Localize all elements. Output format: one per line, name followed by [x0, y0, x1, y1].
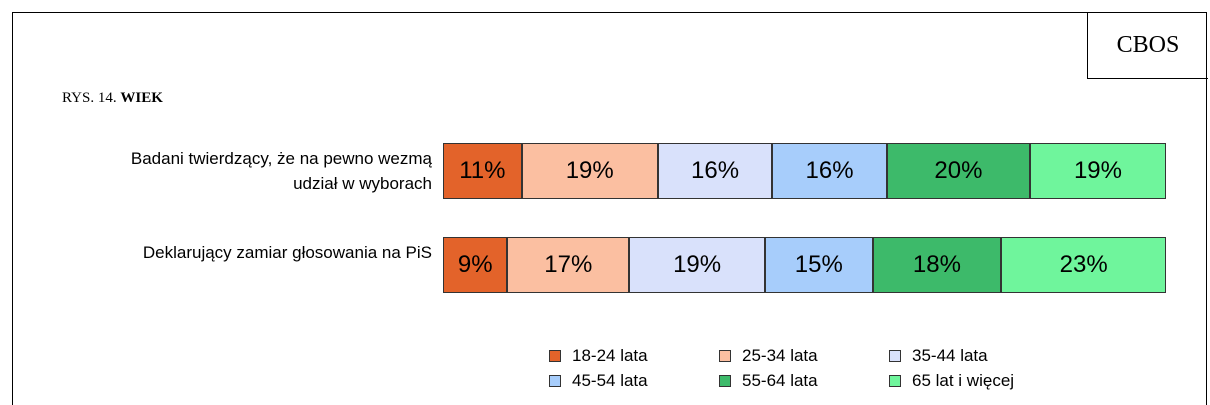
value-label: 19%	[1073, 157, 1123, 184]
value-label: 20%	[934, 157, 983, 184]
legend-label: 18-24 lata	[572, 346, 648, 365]
bar-segment	[521, 143, 658, 199]
chart-title: WIEK	[120, 90, 163, 106]
value-label: 16%	[690, 157, 740, 184]
legend-swatch	[889, 350, 901, 362]
value-label: 19%	[565, 157, 614, 184]
legend-label: 35-44 lata	[912, 346, 988, 365]
bar-segment	[886, 143, 1030, 199]
bar-segment	[443, 237, 508, 293]
legend-swatch	[549, 350, 561, 362]
figure-title: RYS. 14. WIEK	[62, 90, 163, 107]
figure-number: RYS. 14.	[62, 90, 117, 106]
value-label: 18%	[912, 251, 961, 278]
legend-label: 65 lat i więcej	[912, 371, 1015, 390]
bar-segment	[657, 143, 773, 199]
value-label: 16%	[805, 157, 854, 184]
source-label: CBOS	[1087, 12, 1208, 79]
bar-segment	[1001, 237, 1166, 293]
value-label: 11%	[459, 157, 506, 184]
legend-swatch	[549, 375, 561, 387]
legend-label: 25-34 lata	[742, 346, 818, 365]
bar-segment	[443, 143, 522, 199]
bar-segment	[765, 237, 873, 293]
bar-segment	[872, 237, 1002, 293]
row-label: Deklarujący zamiar głosowania na PiS	[142, 243, 432, 262]
value-label: 15%	[794, 251, 843, 278]
value-label: 19%	[673, 251, 722, 278]
legend-swatch	[889, 375, 901, 387]
bar-segment	[507, 237, 630, 293]
value-label: 17%	[544, 251, 593, 278]
frame	[12, 12, 1207, 405]
value-label: 23%	[1059, 251, 1108, 278]
bar-segment	[772, 143, 887, 199]
row-label: Badani twierdzący, że na pewno wezmą udz…	[130, 149, 432, 193]
bar-segment	[1029, 143, 1166, 199]
bar-segment	[629, 237, 766, 293]
legend-label: 55-64 lata	[742, 371, 818, 390]
value-label: 9%	[457, 251, 493, 278]
legend-swatch	[719, 350, 731, 362]
legend-swatch	[719, 375, 731, 387]
legend-label: 45-54 lata	[572, 371, 648, 390]
